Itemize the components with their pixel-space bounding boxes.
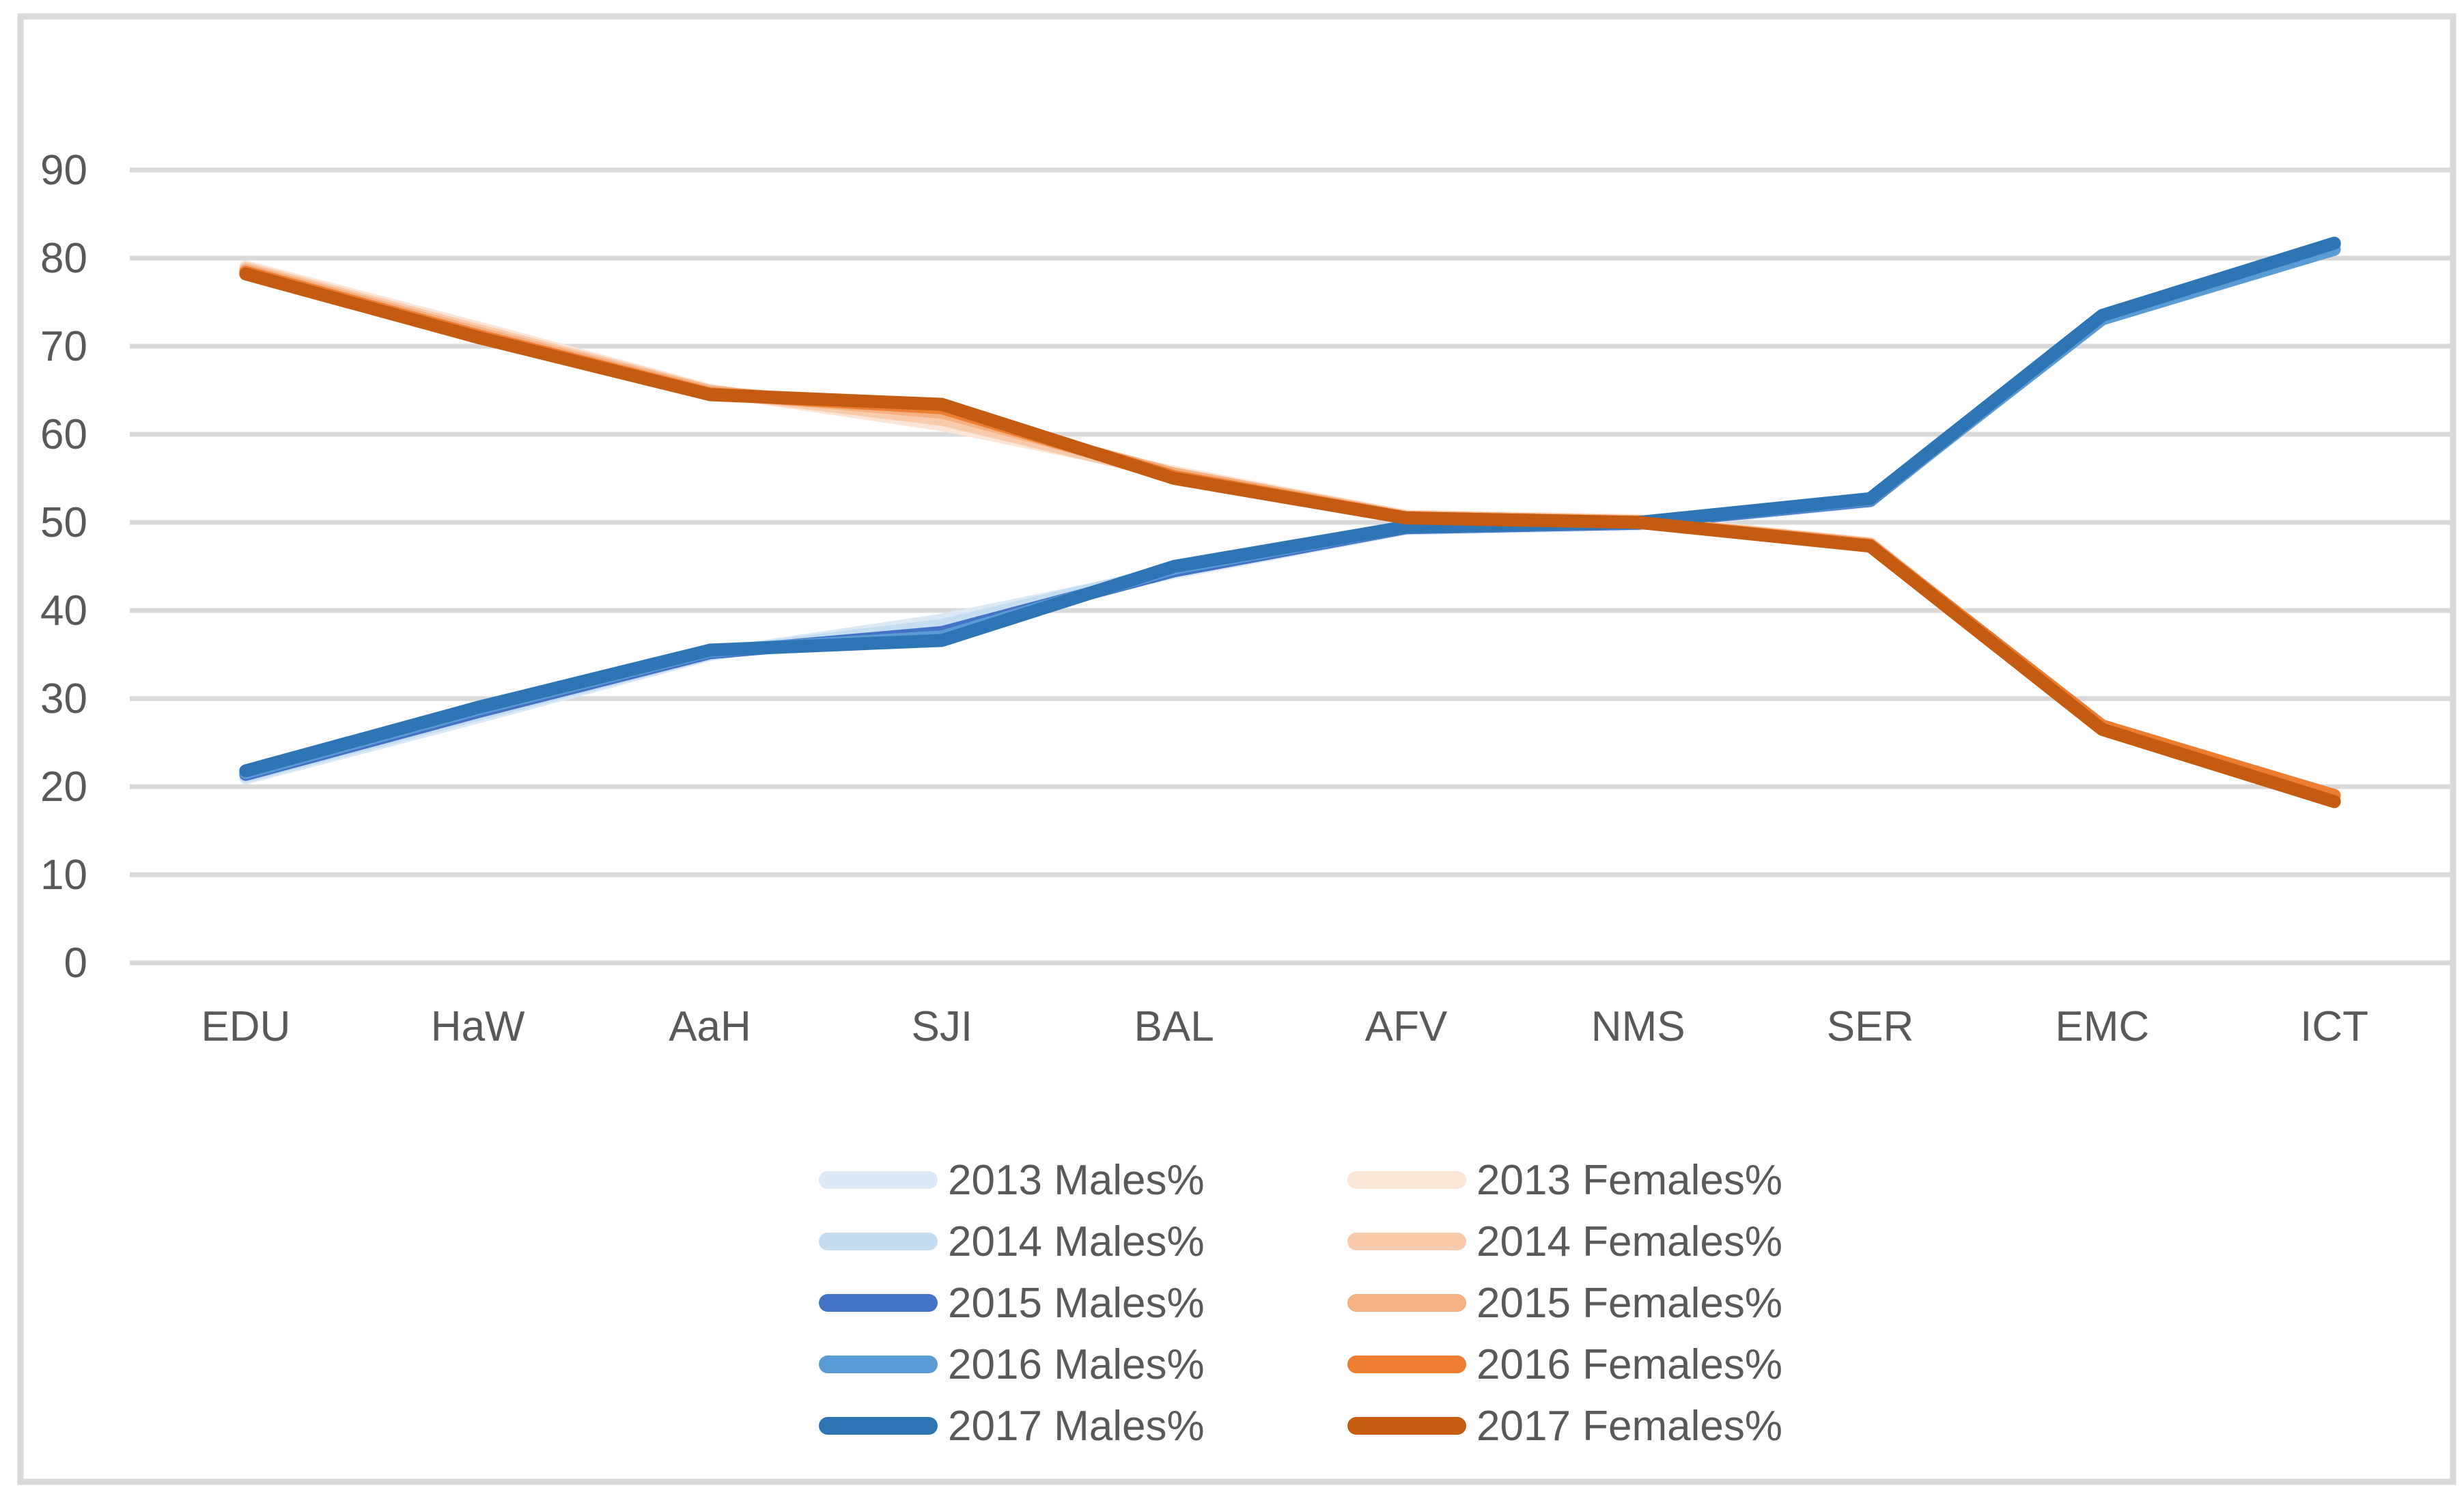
y-axis-tick-label: 10: [40, 852, 87, 899]
chart-border: [17, 13, 2456, 1485]
legend-entry-2016-females: 2016 Females%: [1347, 1341, 1782, 1388]
x-axis-category-label: EDU: [201, 1003, 290, 1050]
legend-label-2013-males: 2013 Males%: [948, 1157, 1205, 1204]
legend-entry-2017-females: 2017 Females%: [1347, 1403, 1782, 1450]
legend-label-2017-females: 2017 Females%: [1476, 1403, 1782, 1450]
legend-label-2017-males: 2017 Males%: [948, 1403, 1205, 1450]
x-axis-category-label: EMC: [2055, 1003, 2149, 1050]
y-axis-tick-label: 90: [40, 147, 87, 194]
legend-label-2013-females: 2013 Females%: [1476, 1157, 1782, 1204]
legend-entry-2014-males: 2014 Males%: [819, 1218, 1205, 1265]
x-axis-category-label: SJI: [912, 1003, 973, 1050]
y-axis-tick-label: 70: [40, 323, 87, 370]
legend-entry-2014-females: 2014 Females%: [1347, 1218, 1782, 1265]
legend-entry-2013-males: 2013 Males%: [819, 1157, 1205, 1204]
y-axis-labels: 0 10 20 30 40 50 60 70 80 90: [40, 147, 87, 987]
y-axis-tick-label: 50: [40, 499, 87, 546]
legend-label-2015-males: 2015 Males%: [948, 1280, 1205, 1327]
y-axis-tick-label: 80: [40, 235, 87, 282]
x-axis-category-label: AaH: [669, 1003, 751, 1050]
y-axis-tick-label: 40: [40, 587, 87, 634]
legend-entry-2015-females: 2015 Females%: [1347, 1280, 1782, 1327]
x-axis-category-label: SER: [1827, 1003, 1914, 1050]
legend-label-2016-males: 2016 Males%: [948, 1341, 1205, 1388]
legend-entry-2017-males: 2017 Males%: [819, 1403, 1205, 1450]
legend-label-2014-females: 2014 Females%: [1476, 1218, 1782, 1265]
legend-entry-2013-females: 2013 Females%: [1347, 1157, 1782, 1204]
y-axis-tick-label: 0: [64, 940, 87, 987]
legend-entry-2015-males: 2015 Males%: [819, 1280, 1205, 1327]
plot-area: [239, 236, 2341, 809]
x-axis-category-label: HaW: [431, 1003, 525, 1050]
y-axis-tick-label: 30: [40, 675, 87, 722]
legend-label-2016-females: 2016 Females%: [1476, 1341, 1782, 1388]
y-axis-tick-label: 20: [40, 763, 87, 811]
legend: 2013 Males% 2013 Females% 2014 Males% 2014 …: [819, 1157, 1782, 1450]
gridlines: [130, 167, 2450, 966]
legend-label-2015-females: 2015 Females%: [1476, 1280, 1782, 1327]
series-line-2017-males: [239, 236, 2341, 778]
x-axis-labels: EDU HaW AaH SJI BAL AFV NMS SER EMC ICT: [201, 1003, 2368, 1050]
x-axis-category-label: NMS: [1591, 1003, 1685, 1050]
legend-entry-2016-males: 2016 Males%: [819, 1341, 1205, 1388]
x-axis-category-label: ICT: [2300, 1003, 2368, 1050]
x-axis-category-label: AFV: [1365, 1003, 1448, 1050]
series-line-2017-females: [239, 267, 2341, 809]
y-axis-tick-label: 60: [40, 411, 87, 458]
legend-label-2014-males: 2014 Males%: [948, 1218, 1205, 1265]
x-axis-category-label: BAL: [1134, 1003, 1214, 1050]
